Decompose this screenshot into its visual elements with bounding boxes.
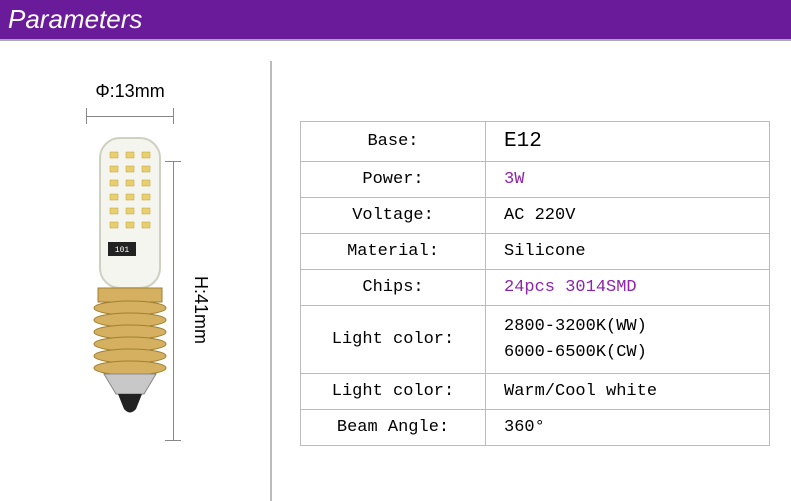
product-image-area: Φ:13mm 101 xyxy=(20,81,240,414)
svg-text:101: 101 xyxy=(115,246,130,255)
section-header: Parameters xyxy=(0,0,791,39)
height-measure-line xyxy=(165,161,181,441)
spec-value: AC 220V xyxy=(486,198,770,234)
spec-label: Material: xyxy=(301,234,486,270)
spec-label: Power: xyxy=(301,162,486,198)
table-row: Chips: 24pcs 3014SMD xyxy=(301,270,770,306)
spec-label: Chips: xyxy=(301,270,486,306)
spec-value: Silicone xyxy=(486,234,770,270)
vertical-divider xyxy=(270,61,272,501)
content-area: Φ:13mm 101 xyxy=(0,41,791,495)
spec-value: 24pcs 3014SMD xyxy=(486,270,770,306)
spec-value: E12 xyxy=(486,122,770,162)
spec-label: Voltage: xyxy=(301,198,486,234)
table-row: Base: E12 xyxy=(301,122,770,162)
spec-value: 360° xyxy=(486,410,770,446)
spec-label: Light color: xyxy=(301,374,486,410)
spec-value: Warm/Cool white xyxy=(486,374,770,410)
bulb-illustration: 101 xyxy=(86,134,174,414)
diameter-measure-line xyxy=(86,108,174,124)
spec-label: Base: xyxy=(301,122,486,162)
height-label: H:41mm xyxy=(190,276,211,344)
spec-value: 3W xyxy=(486,162,770,198)
table-row: Light color: 2800-3200K(WW)6000-6500K(CW… xyxy=(301,306,770,374)
spec-value: 2800-3200K(WW)6000-6500K(CW) xyxy=(486,306,770,374)
table-row: Light color: Warm/Cool white xyxy=(301,374,770,410)
table-row: Voltage: AC 220V xyxy=(301,198,770,234)
spec-label: Beam Angle: xyxy=(301,410,486,446)
specifications-table: Base: E12 Power: 3W Voltage: AC 220V Mat… xyxy=(300,121,770,446)
table-row: Material: Silicone xyxy=(301,234,770,270)
diameter-label: Φ:13mm xyxy=(20,81,240,102)
table-row: Power: 3W xyxy=(301,162,770,198)
table-row: Beam Angle: 360° xyxy=(301,410,770,446)
spec-label: Light color: xyxy=(301,306,486,374)
